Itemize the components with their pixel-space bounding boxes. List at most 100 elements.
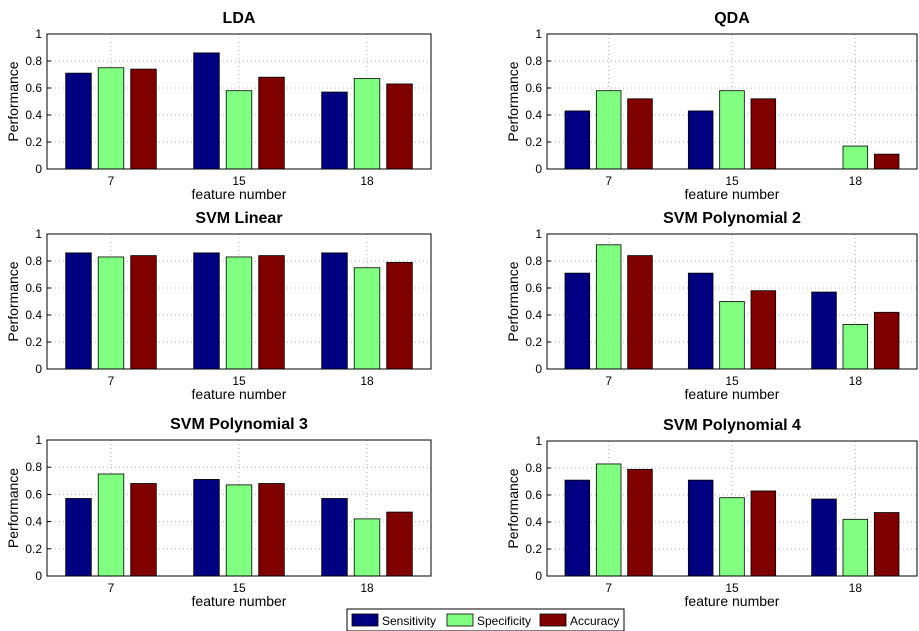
bar-specificity-15: [719, 497, 745, 577]
y-tick-label: 0.6: [25, 81, 42, 95]
bar-specificity-7: [97, 67, 125, 170]
y-tick-label: 0.8: [525, 254, 542, 268]
axes-frame: [46, 439, 432, 577]
x-tick-label: 15: [725, 581, 739, 595]
bar-sensitivity-18: [321, 252, 348, 370]
subplot-4: 0 0.2 0.4 0.6 0.8 1 7 15 18 SVM Polynomial 2 featu…: [505, 210, 918, 402]
x-tick-label: 18: [849, 374, 863, 388]
x-tick-label: 15: [232, 581, 246, 595]
y-tick-label: 0.4: [525, 108, 542, 122]
y-tick-label: 0: [35, 362, 42, 376]
bar-accuracy-18: [873, 153, 900, 170]
x-tick-label: 7: [108, 374, 115, 388]
subplot-3: 0 0.2 0.4 0.6 0.8 1 7 15 18 SVM Linear feature num…: [5, 210, 432, 402]
bar-sensitivity-15: [193, 479, 220, 577]
y-tick-label: 0.4: [25, 308, 42, 322]
x-tick-label: 15: [725, 374, 739, 388]
subplots: 0 0.2 0.4 0.6 0.8 1 7 15 18 LDA feature number Perf…: [5, 10, 918, 609]
x-tick-label: 18: [360, 174, 374, 188]
y-axis-label: Performance: [505, 61, 521, 141]
bar-sensitivity-18: [321, 91, 348, 170]
y-tick-label: 0: [535, 362, 542, 376]
x-tick-label: 15: [232, 174, 246, 188]
y-tick-label: 1: [35, 227, 42, 241]
x-axis-label: feature number: [192, 186, 287, 202]
y-tick-label: 0: [535, 162, 542, 176]
legend-label-accuracy: Accuracy: [570, 614, 619, 628]
bar-specificity-15: [719, 301, 745, 370]
chart-title: SVM Polynomial 4: [663, 417, 801, 434]
bar-sensitivity-15: [687, 110, 714, 170]
bar-specificity-18: [842, 518, 869, 577]
bar-sensitivity-7: [564, 479, 591, 577]
bar-specificity-18: [353, 518, 381, 577]
axes-frame: [46, 33, 432, 170]
y-tick-label: 0: [35, 569, 42, 583]
legend-label-sensitivity: Sensitivity: [382, 614, 436, 628]
y-tick-label: 0: [535, 569, 542, 583]
y-tick-label: 0.4: [525, 308, 542, 322]
legend-swatch-sensitivity: [351, 613, 379, 627]
y-tick-label: 1: [535, 434, 542, 448]
chart-title: SVM Linear: [195, 210, 282, 227]
y-axis-label: Performance: [5, 468, 21, 548]
bar-accuracy-7: [130, 255, 157, 370]
subplot-6: 0 0.2 0.4 0.6 0.8 1 7 15 18 SVM Polynomial 4 featu…: [505, 417, 918, 609]
x-axis-label: feature number: [685, 386, 780, 402]
y-tick-label: 0.2: [525, 335, 542, 349]
bar-accuracy-15: [750, 98, 777, 170]
y-tick-label: 0.8: [25, 54, 42, 68]
axes-frame: [46, 233, 432, 370]
x-axis-label: feature number: [685, 593, 780, 609]
y-tick-label: 1: [35, 27, 42, 41]
bar-sensitivity-15: [193, 252, 220, 370]
x-tick-label: 18: [360, 374, 374, 388]
bar-sensitivity-7: [564, 272, 591, 370]
legend-label-specificity: Specificity: [477, 614, 531, 628]
bar-sensitivity-18: [321, 498, 348, 577]
axes-frame: [546, 440, 918, 577]
y-tick-label: 0.4: [25, 108, 42, 122]
x-tick-label: 7: [605, 374, 612, 388]
bar-specificity-7: [595, 463, 622, 577]
legend-swatch-accuracy: [539, 613, 567, 627]
subplot-5: 0 0.2 0.4 0.6 0.8 1 7 15 18 SVM Polynomial 3 featu…: [5, 416, 432, 609]
bar-sensitivity-7: [564, 110, 591, 170]
x-axis-label: feature number: [192, 386, 287, 402]
y-tick-label: 0.8: [525, 54, 542, 68]
x-axis-label: feature number: [192, 593, 287, 609]
y-tick-label: 0.2: [25, 542, 42, 556]
bar-accuracy-18: [873, 311, 900, 370]
bar-specificity-7: [97, 473, 125, 577]
bar-accuracy-18: [386, 83, 413, 170]
y-axis-label: Performance: [505, 468, 521, 548]
bar-sensitivity-18: [811, 291, 837, 370]
y-tick-label: 0.2: [525, 135, 542, 149]
chart-title: LDA: [223, 10, 256, 27]
bar-accuracy-7: [130, 68, 157, 170]
x-tick-label: 18: [849, 581, 863, 595]
bar-specificity-18: [842, 145, 869, 170]
y-tick-label: 0.8: [525, 461, 542, 475]
y-tick-label: 0.2: [525, 542, 542, 556]
bar-specificity-15: [719, 90, 745, 170]
subplot-2: 0 0.2 0.4 0.6 0.8 1 7 15 18 QDA feature number Perf…: [505, 10, 918, 202]
bar-specificity-18: [842, 324, 869, 370]
bar-accuracy-7: [627, 255, 653, 370]
bar-sensitivity-18: [811, 498, 837, 577]
bar-sensitivity-7: [65, 72, 92, 170]
bar-specificity-18: [353, 267, 381, 370]
x-tick-label: 7: [605, 581, 612, 595]
y-tick-label: 0.6: [25, 487, 42, 501]
x-tick-label: 7: [108, 581, 115, 595]
bar-sensitivity-15: [193, 52, 220, 170]
bar-accuracy-7: [130, 483, 157, 577]
chart-title: SVM Polynomial 3: [170, 416, 308, 433]
bar-sensitivity-15: [687, 272, 714, 370]
chart-title: QDA: [714, 10, 750, 27]
y-tick-label: 0.6: [25, 281, 42, 295]
axes-frame: [546, 33, 918, 170]
y-tick-label: 0.6: [525, 81, 542, 95]
y-tick-label: 0: [35, 162, 42, 176]
